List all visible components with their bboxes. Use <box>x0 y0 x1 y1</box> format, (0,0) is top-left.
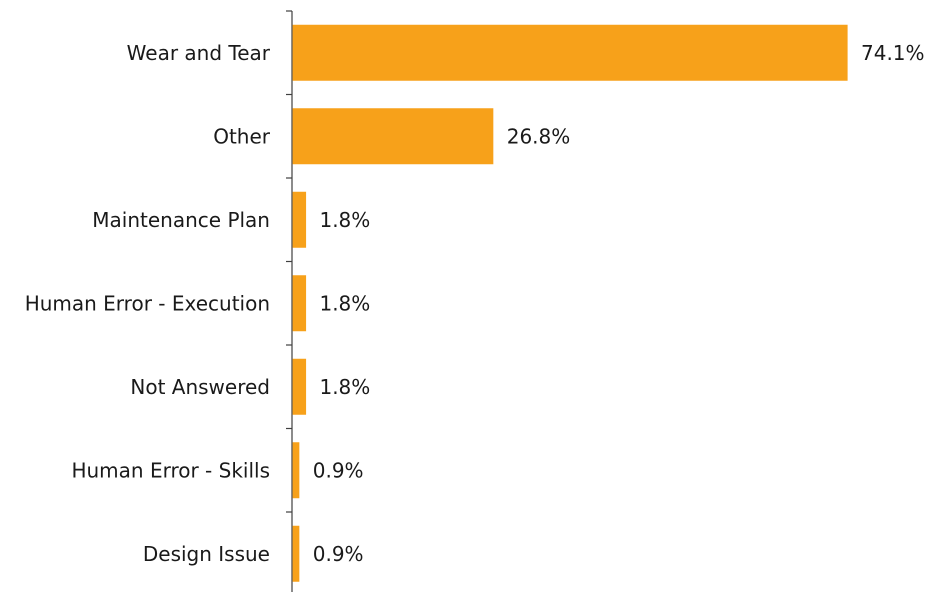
category-label: Human Error - Execution <box>25 291 270 315</box>
bar <box>292 525 300 582</box>
value-labels: 74.1% 26.8% 1.8% 1.8% 1.8% 0.9% 0.9% <box>313 41 925 566</box>
bar <box>292 275 307 332</box>
category-label: Maintenance Plan <box>92 208 270 232</box>
value-label: 1.8% <box>319 291 370 315</box>
value-label: 0.9% <box>313 542 364 566</box>
category-label: Wear and Tear <box>127 41 271 65</box>
value-label: 1.8% <box>319 375 370 399</box>
value-label: 1.8% <box>319 208 370 232</box>
category-label: Design Issue <box>143 542 270 566</box>
value-label: 74.1% <box>861 41 925 65</box>
y-axis-ticks <box>286 10 292 513</box>
bars-group <box>292 24 848 582</box>
bar <box>292 358 307 415</box>
bar <box>292 108 494 165</box>
bar <box>292 191 307 248</box>
category-label: Not Answered <box>130 375 270 399</box>
category-labels: Wear and Tear Other Maintenance Plan Human … <box>25 41 271 566</box>
value-label: 0.9% <box>313 458 364 482</box>
bar <box>292 24 848 81</box>
category-label: Human Error - Skills <box>71 458 270 482</box>
bar <box>292 442 300 499</box>
category-label: Other <box>213 124 271 148</box>
value-label: 26.8% <box>507 124 571 148</box>
